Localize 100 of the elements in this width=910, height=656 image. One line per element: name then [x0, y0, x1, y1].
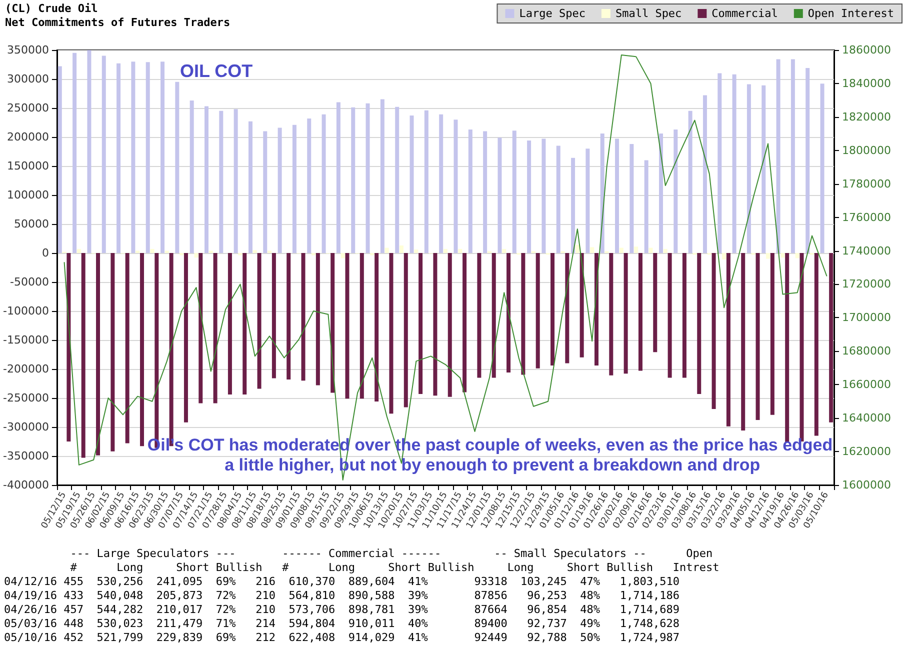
bar	[722, 253, 726, 260]
bar	[674, 129, 678, 253]
bar	[565, 253, 570, 364]
bar	[439, 114, 444, 253]
bar	[550, 253, 555, 366]
y2-tick-label: 1860000	[842, 44, 891, 56]
bar	[322, 114, 326, 253]
bar	[257, 253, 262, 389]
bar	[521, 253, 526, 375]
bar	[102, 56, 106, 253]
y-tick-label: 200000	[6, 130, 49, 144]
bar	[575, 244, 580, 253]
bar	[702, 95, 707, 253]
bar	[96, 253, 100, 456]
y-tick-label: -400000	[2, 478, 49, 492]
y-tick-label: 250000	[6, 102, 49, 114]
bar	[175, 82, 180, 253]
text: 05/03/16 448 530,023 211,479 71% 214 594,804 910,011 40% 89400 92,737 49% 1,748,628	[4, 617, 680, 630]
bar	[443, 248, 448, 253]
bar	[663, 248, 668, 253]
bar	[340, 253, 345, 258]
bar	[790, 59, 795, 253]
y2-tick-label: 1700000	[842, 311, 891, 324]
y-tick-label: -200000	[2, 362, 49, 376]
bar	[316, 253, 320, 386]
bar	[634, 246, 638, 253]
bar	[571, 158, 576, 253]
bar	[527, 140, 532, 253]
y-tick-label: -250000	[2, 392, 49, 404]
y-tick-label: 150000	[6, 160, 49, 172]
bar	[458, 248, 462, 253]
legend-label: Large Spec	[519, 7, 586, 20]
bar	[483, 131, 488, 253]
bar	[468, 129, 472, 253]
bar	[160, 62, 165, 253]
bar	[351, 107, 356, 253]
y2-tick-label: 1660000	[842, 378, 891, 392]
bar	[366, 103, 370, 253]
bar	[374, 253, 379, 402]
bar	[766, 253, 770, 259]
bar	[653, 253, 658, 352]
bar	[360, 253, 364, 399]
bar	[433, 253, 438, 396]
chart-title: (CL) Crude Oil	[5, 2, 98, 15]
bar	[712, 253, 716, 410]
bar	[228, 253, 232, 395]
bar	[806, 68, 810, 253]
bar	[756, 253, 760, 420]
y2-tick-label: 1820000	[842, 110, 891, 124]
bar	[718, 73, 722, 253]
bar	[198, 253, 203, 404]
legend-label: Small Spec	[615, 7, 682, 20]
annotation: OIL COT	[180, 61, 253, 81]
bar	[580, 253, 584, 358]
bar	[146, 62, 150, 253]
y2-tick-label: 1780000	[842, 177, 891, 190]
bar	[131, 62, 136, 253]
bar	[234, 109, 238, 253]
bar	[125, 253, 130, 444]
bar	[252, 250, 257, 253]
bar	[619, 248, 624, 253]
bar	[502, 248, 506, 253]
text: 04/26/16 457 544,282 210,017 72% 210 573,706 898,781 39% 87664 96,854 48% 1,714,689	[4, 603, 680, 616]
bar	[814, 253, 818, 436]
bar	[150, 248, 154, 253]
y2-tick-label: 1760000	[842, 210, 891, 224]
bar	[590, 247, 594, 253]
bar	[536, 253, 540, 368]
bar	[648, 248, 653, 253]
bar	[380, 99, 384, 253]
text: --- Large Speculators --- ------ Commercial ------ -- Small Speculators -- Open	[4, 547, 713, 560]
bar	[414, 250, 418, 253]
bar	[454, 120, 458, 253]
bar	[58, 66, 62, 253]
y-tick-label: -50000	[10, 276, 49, 288]
bar	[219, 110, 224, 253]
y2-tick-label: 1740000	[842, 244, 891, 258]
y-tick-label: 0	[42, 246, 49, 260]
y2-tick-label: 1640000	[842, 412, 891, 425]
bar	[76, 248, 81, 253]
chart-subtitle: Net Commitments of Futures Traders	[5, 16, 230, 29]
y2-tick-label: 1800000	[842, 144, 891, 157]
bar	[242, 253, 247, 395]
bar	[492, 253, 496, 378]
y-tick-label: 300000	[6, 72, 49, 86]
bar	[395, 106, 400, 253]
bar	[668, 253, 672, 378]
bar	[477, 253, 482, 378]
bar	[184, 253, 188, 422]
bar	[81, 253, 86, 458]
y2-tick-label: 1680000	[842, 344, 891, 358]
bar	[204, 106, 208, 253]
bar	[66, 253, 71, 442]
bar	[272, 253, 276, 378]
y-tick-label: -100000	[2, 304, 49, 318]
bar	[512, 130, 516, 253]
bar	[624, 253, 628, 374]
text: 05/10/16 452 521,799 229,839 69% 212 622,408 914,029 41% 92449 92,788 50% 1,724,987	[4, 631, 680, 644]
bar	[140, 253, 144, 446]
bar	[586, 148, 590, 253]
